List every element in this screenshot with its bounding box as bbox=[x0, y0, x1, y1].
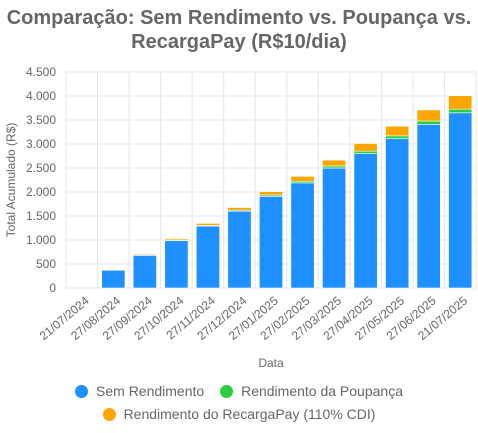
y-tick-label: 1.000 bbox=[26, 233, 56, 247]
legend-dot-rendimento-recargapay bbox=[102, 407, 116, 421]
bar-poupanca bbox=[416, 120, 441, 125]
y-tick-label: 500 bbox=[36, 257, 56, 271]
y-tick-label: 4.500 bbox=[26, 65, 56, 79]
y-tick-label: 1.500 bbox=[26, 209, 56, 223]
legend-label-rendimento-recargapay: Rendimento do RecargaPay (110% CDI) bbox=[123, 406, 376, 422]
bar-recargapay bbox=[448, 95, 473, 110]
bar-sem-rendimento bbox=[164, 240, 189, 289]
legend-row-2: Rendimento do RecargaPay (110% CDI) bbox=[0, 406, 478, 424]
bar-sem-rendimento bbox=[290, 182, 315, 289]
bar-recargapay bbox=[322, 159, 347, 167]
bar-sem-rendimento bbox=[227, 210, 252, 289]
bar-poupanca bbox=[448, 108, 473, 114]
bar-poupanca bbox=[353, 150, 378, 154]
bar-recargapay bbox=[164, 238, 189, 241]
bar-poupanca bbox=[322, 165, 347, 169]
legend-item-rendimento-poupanca[interactable]: Rendimento da Poupança bbox=[220, 383, 403, 399]
legend-dot-rendimento-poupanca bbox=[220, 384, 234, 398]
legend-label-rendimento-poupanca: Rendimento da Poupança bbox=[241, 383, 403, 399]
bar-recargapay bbox=[290, 176, 315, 182]
legend-row-1: Sem Rendimento Rendimento da Poupança bbox=[0, 383, 478, 401]
bar-sem-rendimento bbox=[322, 167, 347, 289]
legend-item-rendimento-recargapay[interactable]: Rendimento do RecargaPay (110% CDI) bbox=[102, 406, 376, 422]
bar-recargapay bbox=[132, 253, 157, 256]
legend-item-sem-rendimento[interactable]: Sem Rendimento bbox=[75, 383, 204, 399]
y-tick-label: 4.000 bbox=[26, 89, 56, 103]
bar-poupanca bbox=[385, 135, 410, 140]
y-tick-label: 3.500 bbox=[26, 113, 56, 127]
bar-recargapay bbox=[227, 207, 252, 211]
y-tick-label: 3.000 bbox=[26, 137, 56, 151]
bar-recargapay bbox=[195, 223, 220, 226]
y-tick-label: 2.000 bbox=[26, 185, 56, 199]
bar-recargapay bbox=[259, 191, 283, 196]
bar-sem-rendimento bbox=[101, 269, 126, 289]
legend-dot-sem-rendimento bbox=[75, 384, 89, 398]
x-axis-label: Data bbox=[258, 356, 284, 370]
bar-sem-rendimento bbox=[416, 124, 441, 289]
legend-label-sem-rendimento: Sem Rendimento bbox=[96, 383, 205, 399]
bar-recargapay bbox=[353, 143, 378, 152]
bar-sem-rendimento bbox=[385, 138, 410, 289]
bar-sem-rendimento bbox=[353, 153, 378, 289]
bar-sem-rendimento bbox=[259, 196, 283, 289]
y-tick-label: 2.500 bbox=[26, 161, 56, 175]
bar-sem-rendimento bbox=[132, 255, 157, 289]
bar-recargapay bbox=[416, 109, 441, 122]
bar-sem-rendimento bbox=[448, 112, 473, 289]
chart-title-line-2: RecargaPay (R$10/dia) bbox=[131, 31, 347, 53]
chart-title-line-1: Comparação: Sem Rendimento vs. Poupança … bbox=[6, 7, 472, 29]
bar-recargapay bbox=[385, 125, 410, 137]
y-axis-label: Total Acumulado (R$) bbox=[4, 123, 18, 238]
bar-sem-rendimento bbox=[195, 225, 220, 289]
y-tick-label: 0 bbox=[49, 281, 56, 295]
